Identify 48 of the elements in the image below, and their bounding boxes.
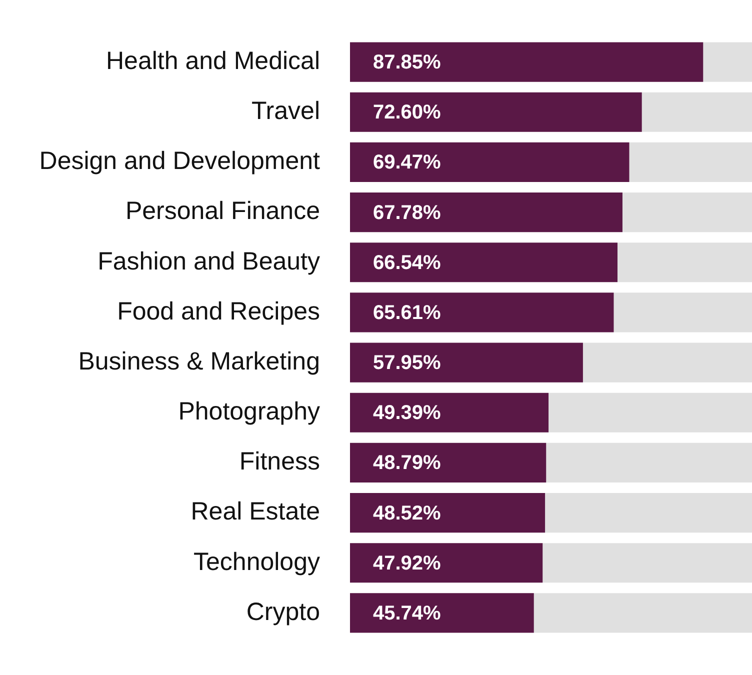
bar (614, 292, 752, 332)
bar (350, 442, 546, 482)
y-tick-label: Business & Marketing (78, 347, 320, 376)
bar (546, 442, 752, 482)
bar (548, 392, 752, 432)
data-label: 66.54% (373, 252, 442, 274)
data-label: 72.60% (373, 102, 442, 124)
data-label: 87.85% (373, 52, 442, 74)
data-label: 57.95% (373, 352, 442, 374)
bar (703, 42, 752, 82)
y-tick-label: Crypto (246, 598, 320, 626)
bar (617, 242, 752, 282)
bar (350, 192, 622, 232)
bar (350, 593, 534, 633)
bar (582, 342, 752, 382)
y-tick-label: Personal Finance (125, 197, 320, 226)
bar (350, 392, 549, 432)
bar (542, 543, 752, 583)
bar (350, 142, 630, 182)
y-tick-label: Fashion and Beauty (98, 247, 320, 276)
data-label: 49.39% (373, 402, 442, 424)
data-label: 47.92% (373, 552, 442, 574)
bar (350, 342, 583, 382)
bar (642, 92, 752, 132)
data-label: 65.61% (373, 302, 442, 324)
data-label: 48.79% (373, 452, 442, 474)
bar (350, 92, 642, 132)
data-label: 48.52% (373, 502, 442, 524)
y-tick-label: Photography (178, 398, 320, 426)
y-tick-label: Food and Recipes (117, 297, 320, 326)
bar (534, 593, 752, 633)
y-tick-label: Design and Development (39, 147, 320, 176)
bar (629, 142, 752, 182)
bar (622, 192, 752, 232)
bar (545, 493, 752, 533)
y-tick-label: Health and Medical (106, 46, 320, 75)
bar (350, 42, 704, 82)
y-tick-label: Technology (194, 548, 320, 576)
y-tick-label: Real Estate (190, 498, 320, 526)
bar (350, 292, 614, 332)
bar (350, 493, 546, 533)
y-tick-label: Travel (251, 97, 320, 126)
data-label: 67.78% (373, 202, 442, 224)
bar (350, 242, 618, 282)
bar (350, 543, 543, 583)
y-tick-label: Fitness (239, 448, 320, 476)
data-label: 45.74% (373, 602, 442, 624)
data-label: 69.47% (373, 152, 442, 174)
